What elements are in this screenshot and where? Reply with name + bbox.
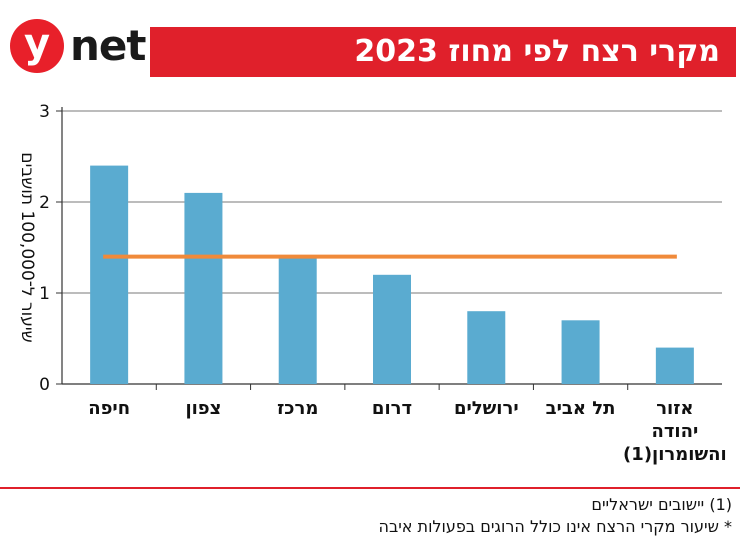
footnotes: (1) יישובים ישראליים * שיעור מקרי הרצח א…: [32, 494, 732, 538]
bar-5: [561, 320, 600, 384]
bar-2: [278, 256, 317, 384]
y-tick-label-2: 2: [39, 193, 50, 213]
footer-divider: [0, 487, 740, 489]
bar-0: [90, 165, 129, 384]
bar-3: [373, 274, 411, 384]
ynet-logo-icon: y: [10, 19, 64, 73]
x-tick-label-3-0: דרום: [372, 398, 412, 419]
footnote-2: * שיעור מקרי הרצח אינו כולל הרוגים בפעול…: [378, 517, 732, 536]
x-tick-label-5-0: תל אביב: [546, 398, 616, 419]
y-tick-label-1: 1: [39, 284, 50, 304]
x-tick-label-0-0: חיפה: [88, 398, 130, 419]
x-tick-label-6-1: יהודה: [651, 421, 698, 442]
x-tick-label-2-0: מרכז: [277, 398, 318, 419]
x-tick-label-1-0: צפון: [185, 398, 221, 419]
footnote-1: (1) יישובים ישראליים: [591, 495, 732, 514]
x-tick-label-6-2: והשומרון(1): [623, 444, 727, 465]
bar-chart: 0 1 2 3 שיעור ל־100,000 תושבים חיפה צפון מרכז דר…: [17, 102, 727, 465]
ynet-logo-word: net: [70, 21, 146, 70]
x-tick-label-6-0: אזור: [656, 398, 693, 419]
title-bar: מקרי רצח לפי מחוז 2023: [150, 27, 736, 77]
bar-4: [467, 311, 506, 384]
x-tick-label-4-0: ירושלים: [454, 398, 519, 419]
y-tick-label-3: 3: [39, 102, 50, 122]
chart-title: מקרי רצח לפי מחוז 2023: [354, 34, 720, 69]
y-tick-label-0: 0: [39, 375, 50, 395]
bar-6: [655, 347, 694, 384]
chart-header: y net מקרי רצח לפי מחוז 2023: [0, 0, 740, 95]
bar-1: [184, 192, 223, 384]
y-axis-label: שיעור ל־100,000 תושבים: [17, 152, 37, 342]
